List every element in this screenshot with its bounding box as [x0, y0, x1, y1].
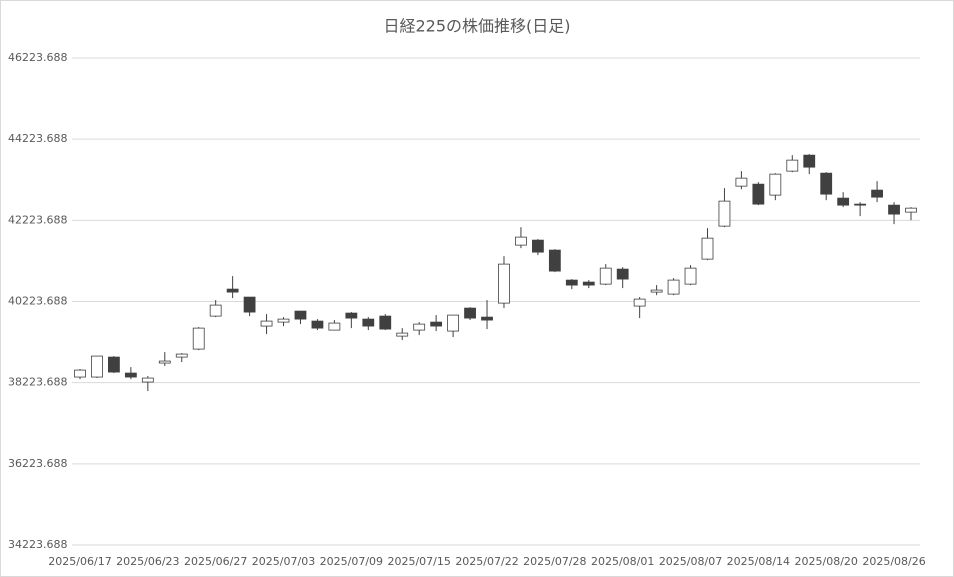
y-tick-label: 40223.688 — [8, 295, 68, 308]
candle-body — [498, 263, 510, 304]
candle-body — [430, 321, 443, 327]
candle-body — [413, 323, 426, 331]
candle-body — [277, 318, 290, 323]
candle-body — [447, 314, 460, 332]
y-tick-label: 42223.688 — [8, 213, 68, 226]
candle-body — [226, 288, 239, 293]
x-tick-label: 2025/07/28 — [523, 555, 586, 568]
y-tick-label: 46223.688 — [8, 51, 68, 64]
x-tick-label: 2025/07/15 — [387, 555, 450, 568]
x-tick-label: 2025/08/26 — [862, 555, 925, 568]
candle-body — [735, 177, 748, 187]
candle-body — [667, 279, 680, 295]
candle-body — [803, 154, 816, 168]
y-tick-label: 34223.688 — [8, 538, 68, 551]
candle-body — [820, 172, 833, 195]
candle-body — [192, 327, 205, 350]
candle-body — [108, 356, 120, 373]
chart-title: 日経225の株価推移(日足) — [383, 17, 570, 36]
candle-body — [871, 189, 883, 198]
candle-body — [565, 279, 578, 286]
x-tick-label: 2025/08/20 — [795, 555, 858, 568]
candle-body — [531, 239, 544, 253]
candle-body — [684, 267, 697, 285]
candle-body — [209, 304, 222, 317]
candle-body — [74, 369, 86, 378]
x-tick-label: 2025/07/03 — [252, 555, 315, 568]
candle-body — [243, 296, 256, 313]
y-tick-label: 38223.688 — [8, 376, 68, 389]
candle-body — [328, 322, 341, 331]
candle-body — [582, 281, 595, 286]
candle-body — [701, 237, 714, 260]
candle-body — [311, 320, 324, 329]
x-tick-label: 2025/08/07 — [659, 555, 722, 568]
candle-body — [599, 267, 612, 285]
candle-body — [837, 197, 850, 206]
candle-body — [141, 377, 154, 383]
candle-body — [718, 200, 731, 227]
candle-body — [260, 320, 273, 327]
x-tick-label: 2025/07/22 — [455, 555, 518, 568]
candle-body — [124, 372, 137, 378]
y-tick-label: 36223.688 — [8, 457, 68, 470]
candle-body — [548, 249, 561, 272]
x-tick-label: 2025/08/14 — [727, 555, 790, 568]
candle-body — [633, 298, 646, 307]
candle-body — [464, 307, 476, 319]
candle-body — [650, 289, 663, 293]
candle-body — [345, 312, 358, 319]
candle-body — [91, 355, 103, 378]
x-tick-label: 2025/08/01 — [591, 555, 654, 568]
candle-body — [481, 316, 493, 321]
candle-body — [786, 159, 799, 172]
candle-body — [905, 207, 917, 213]
candle-body — [854, 203, 867, 206]
candle-body — [752, 183, 765, 205]
candle-body — [515, 236, 527, 246]
x-tick-label: 2025/07/09 — [320, 555, 383, 568]
x-tick-label: 2025/06/27 — [184, 555, 247, 568]
candle-body — [396, 332, 409, 337]
candle-body — [362, 318, 375, 327]
candle-body — [888, 204, 900, 215]
x-tick-label: 2025/06/17 — [48, 555, 111, 568]
candle-body — [294, 310, 307, 320]
candle-body — [616, 268, 629, 280]
candle-body — [175, 353, 188, 358]
y-tick-label: 44223.688 — [8, 132, 68, 145]
candle-body — [769, 173, 782, 196]
candle-body — [158, 360, 171, 364]
candle-body — [379, 315, 392, 330]
x-tick-label: 2025/06/23 — [116, 555, 179, 568]
